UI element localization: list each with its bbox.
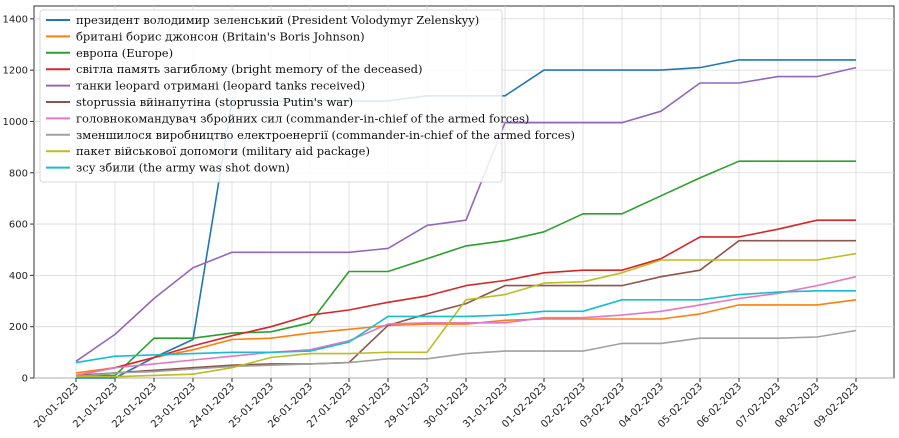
y-tick-label: 400 [9, 271, 28, 282]
y-tick-label: 0 [22, 374, 28, 385]
series-line-9 [75, 289, 856, 364]
series-line-6 [75, 275, 857, 377]
legend-label: президент володимир зеленський (Presiden… [76, 13, 479, 27]
y-tick-label: 1200 [3, 66, 28, 77]
series-line-3 [75, 219, 856, 377]
legend-label: головнокомандувач збройних сил (commande… [76, 111, 529, 125]
y-tick-label: 1000 [3, 117, 28, 128]
legend-label: зсу збили (the army was shot down) [76, 161, 290, 175]
series-line-8 [76, 252, 857, 378]
y-tick-label: 800 [9, 168, 28, 179]
legend: президент володимир зеленський (Presiden… [39, 9, 575, 183]
series-line-7 [75, 329, 857, 378]
legend-label: британі борис джонсон (Britain's Boris J… [76, 29, 365, 43]
legend-label: европа (Europe) [76, 46, 173, 60]
legend-label: пакет військової допомоги (military aid … [76, 144, 370, 158]
legend-label: танки leopard отримані (leopard tanks re… [76, 79, 365, 93]
y-tick-label: 200 [9, 322, 28, 333]
series-line-1 [75, 299, 857, 374]
legend-label: stoprussia вйінапутіна (stoprussia Putin… [76, 95, 353, 109]
y-tick-label: 1400 [3, 14, 28, 25]
y-axis: 0 200 400 600 800 1000 1200 1400 [3, 14, 34, 385]
series-line-2 [76, 160, 856, 377]
x-axis: 20-01-202321-01-202322-01-202323-01-2023… [32, 378, 861, 430]
legend-label: світла память загиблому (bright memory o… [76, 62, 423, 76]
series-line-4 [75, 66, 857, 362]
legend-box [39, 9, 503, 183]
series-line-5 [75, 239, 856, 377]
y-tick-label: 600 [9, 220, 28, 231]
legend-label: зменшилося виробництво електроенергії (c… [76, 128, 575, 142]
